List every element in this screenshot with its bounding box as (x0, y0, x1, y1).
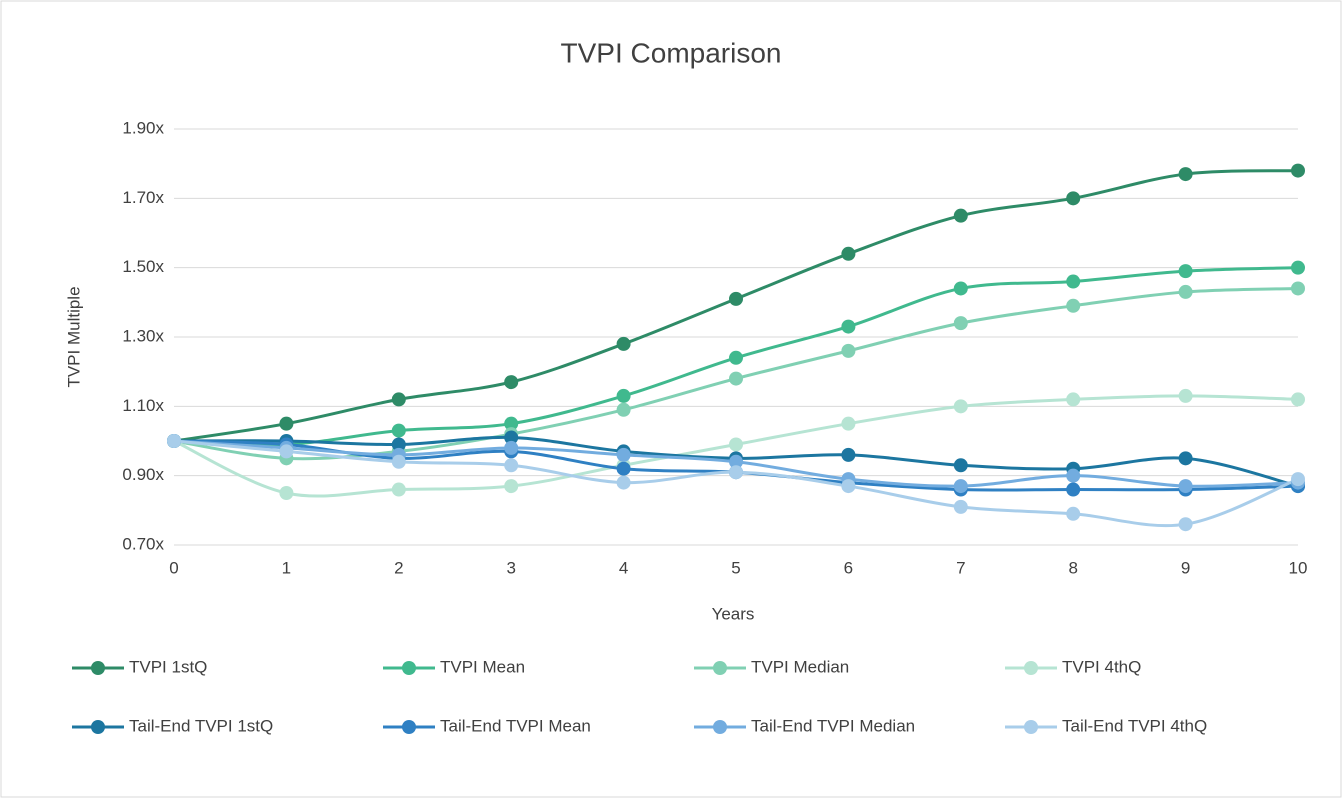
y-tick-label: 1.50x (122, 257, 164, 276)
data-point (953, 208, 968, 223)
legend-label: TVPI Mean (440, 657, 525, 676)
data-point (167, 434, 181, 448)
data-point (841, 479, 856, 494)
legend-label: TVPI 1stQ (129, 657, 207, 676)
data-point (841, 447, 856, 462)
data-point (1178, 284, 1193, 299)
data-point (279, 486, 294, 500)
data-point (1178, 517, 1193, 532)
x-tick-label: 4 (619, 558, 628, 577)
data-point (616, 388, 631, 403)
y-tick-label: 1.70x (122, 188, 164, 207)
legend-label: Tail-End TVPI Mean (440, 716, 591, 735)
y-tick-label: 1.90x (122, 118, 164, 137)
data-point (841, 416, 856, 431)
x-tick-label: 2 (394, 558, 403, 577)
data-point (729, 465, 743, 480)
data-point (841, 319, 856, 334)
legend-marker (1024, 720, 1038, 734)
x-tick-label: 5 (731, 558, 740, 577)
data-point (504, 440, 519, 455)
x-tick-label: 10 (1289, 558, 1308, 577)
data-point (953, 399, 968, 414)
data-point (391, 392, 406, 407)
data-point (1178, 479, 1193, 494)
data-point (1066, 191, 1081, 206)
legend-label: TVPI Median (751, 657, 849, 676)
data-point (1291, 163, 1305, 178)
x-axis-label: Years (712, 604, 755, 623)
data-point (729, 350, 743, 365)
data-point (504, 375, 519, 390)
data-point (953, 281, 968, 296)
legend-label: Tail-End TVPI 1stQ (129, 716, 273, 735)
legend-marker (713, 661, 727, 675)
data-point (729, 371, 743, 386)
legend-marker (91, 661, 105, 675)
x-tick-label: 1 (282, 558, 291, 577)
data-point (953, 499, 968, 514)
data-point (1178, 451, 1193, 466)
x-tick-label: 9 (1181, 558, 1190, 577)
data-point (1178, 388, 1193, 403)
legend-label: TVPI 4thQ (1062, 657, 1141, 676)
legend-marker (91, 720, 105, 734)
data-point (1291, 260, 1305, 275)
data-point (729, 454, 743, 469)
x-tick-label: 6 (844, 558, 853, 577)
data-point (616, 475, 631, 490)
data-point (1066, 506, 1081, 521)
data-point (841, 343, 856, 358)
legend-marker (1024, 661, 1038, 675)
data-point (841, 246, 856, 261)
legend-marker (713, 720, 727, 734)
data-point (1066, 468, 1081, 483)
data-point (391, 423, 406, 438)
data-point (1291, 472, 1305, 487)
data-point (391, 454, 406, 469)
legend-marker (402, 661, 416, 675)
x-tick-label: 7 (956, 558, 965, 577)
y-tick-label: 1.10x (122, 396, 164, 415)
x-tick-label: 0 (169, 558, 178, 577)
y-tick-label: 0.90x (122, 465, 164, 484)
legend-label: Tail-End TVPI 4thQ (1062, 716, 1207, 735)
data-point (504, 416, 519, 431)
data-point (1178, 264, 1193, 279)
data-point (616, 461, 631, 476)
data-point (1066, 392, 1081, 407)
data-point (953, 316, 968, 331)
data-point (504, 430, 519, 445)
data-point (279, 444, 294, 459)
y-tick-label: 0.70x (122, 534, 164, 553)
data-point (391, 437, 406, 452)
data-point (953, 479, 968, 494)
x-tick-label: 3 (506, 558, 515, 577)
y-axis-label: TVPI Multiple (64, 286, 83, 387)
data-point (279, 416, 294, 431)
y-tick-label: 1.30x (122, 326, 164, 345)
data-point (729, 291, 743, 306)
data-point (1066, 298, 1081, 313)
data-point (616, 402, 631, 417)
legend-marker (402, 720, 416, 734)
data-point (1178, 167, 1193, 182)
legend-label: Tail-End TVPI Median (751, 716, 915, 735)
data-point (1066, 482, 1081, 497)
data-point (504, 458, 519, 473)
data-point (729, 437, 743, 452)
data-point (953, 458, 968, 473)
data-point (1291, 392, 1305, 407)
data-point (616, 447, 631, 462)
data-point (616, 336, 631, 351)
data-point (504, 479, 519, 494)
data-point (1291, 281, 1305, 296)
x-tick-label: 8 (1068, 558, 1077, 577)
data-point (391, 482, 406, 497)
chart-title: TVPI Comparison (561, 37, 782, 68)
data-point (1066, 274, 1081, 289)
